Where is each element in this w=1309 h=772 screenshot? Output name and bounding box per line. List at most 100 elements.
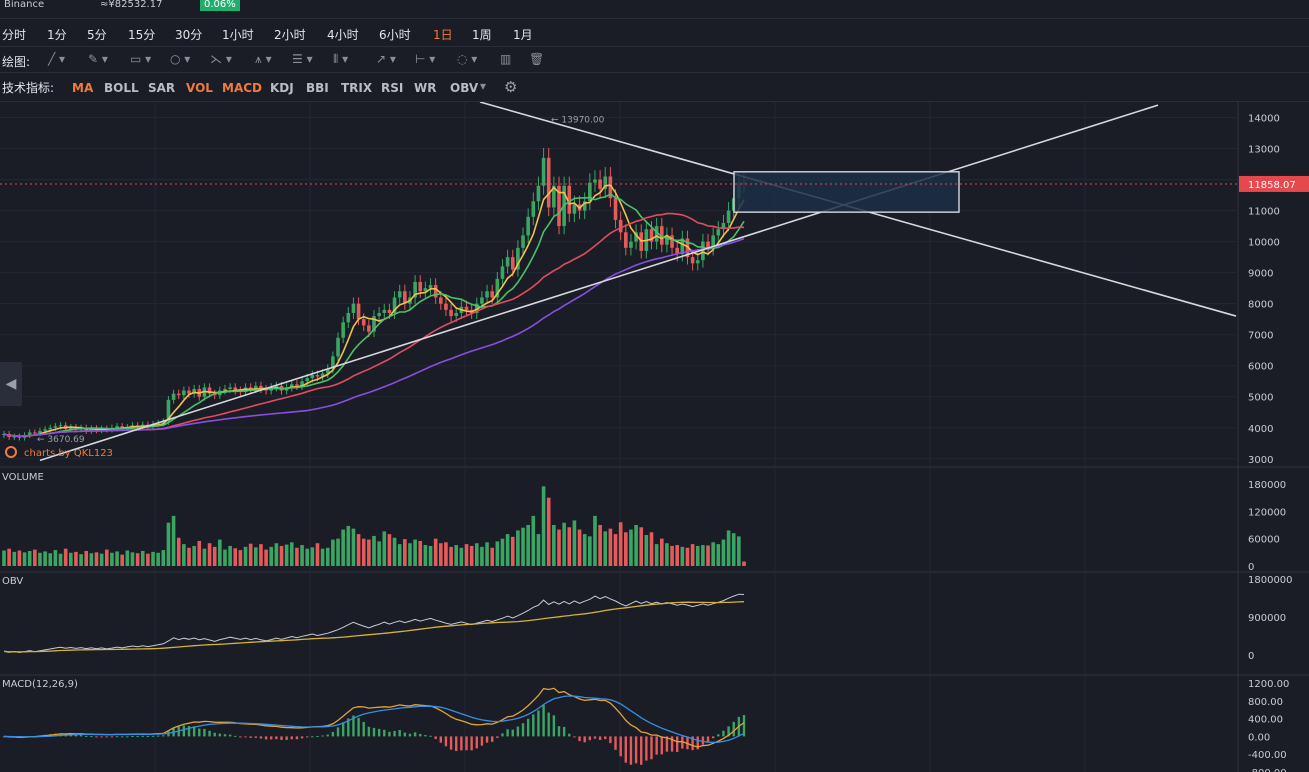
obv-tick-2: 0 (1248, 651, 1254, 662)
indicator-bbi[interactable]: BBI (306, 81, 329, 95)
macd-hist-84 (434, 736, 437, 740)
macd-hist-72 (372, 727, 376, 737)
channel-tool-icon[interactable]: ⦀ ▾ (333, 52, 349, 66)
volume-bar-64 (331, 539, 335, 566)
macd-hist-22 (115, 736, 119, 738)
macd-hist-103 (532, 714, 535, 737)
fib-tool-icon[interactable]: ☰ ▾ (292, 52, 313, 66)
arrow-tool-icon[interactable]: ↗ ▾ (376, 52, 396, 66)
rect-tool-icon[interactable]: ▭ ▾ (130, 52, 152, 66)
macd-hist-115 (593, 736, 597, 739)
indicator-kdj[interactable]: KDJ (270, 81, 294, 95)
caret-down-icon[interactable]: ▾ (480, 79, 487, 93)
gear-icon[interactable]: ⚙ (504, 78, 518, 96)
indicator-ma[interactable]: MA (72, 81, 94, 95)
period-6[interactable]: 2小时 (274, 28, 306, 42)
volume-bar-76 (392, 537, 397, 566)
candle-body-72 (372, 316, 376, 332)
volume-bar-117 (603, 531, 608, 566)
period-5[interactable]: 1小时 (222, 28, 254, 42)
line-tool-icon[interactable]: ╱ ▾ (48, 52, 66, 66)
macd-hist-92 (475, 736, 478, 749)
macd-hist-48 (249, 736, 252, 738)
macd-label: MACD(12,26,9) (2, 679, 78, 690)
period-0[interactable]: 分时 (2, 28, 27, 42)
macd-hist-117 (604, 736, 607, 740)
volume-bar-58 (300, 545, 304, 566)
candle-body-106 (546, 157, 551, 208)
period-7[interactable]: 4小时 (327, 28, 359, 42)
volume-bar-29 (151, 551, 155, 566)
indicator-rsi[interactable]: RSI (381, 81, 404, 95)
volume-bar-69 (356, 534, 361, 566)
volume-bar-11 (58, 553, 63, 566)
gann-tool-icon[interactable]: ⩚ ▾ (255, 52, 272, 66)
period-10[interactable]: 1周 (472, 28, 492, 42)
candle-body-103 (531, 201, 536, 217)
trash-icon[interactable]: 🗑 (529, 52, 545, 66)
volume-bar-108 (557, 529, 561, 566)
period-3[interactable]: 15分 (128, 28, 156, 42)
macd-hist-70 (362, 721, 365, 737)
macd-hist-77 (398, 730, 401, 737)
macd-hist-129 (665, 736, 669, 752)
period-4[interactable]: 30分 (175, 28, 203, 42)
volume-bar-63 (325, 547, 330, 566)
macd-hist-100 (516, 726, 520, 737)
macd-tick-5: -800.00 (1248, 768, 1287, 772)
period-11[interactable]: 1月 (513, 28, 533, 42)
candle-body-92 (474, 303, 479, 313)
period-2[interactable]: 5分 (87, 28, 107, 42)
volume-bar-107 (552, 525, 556, 566)
period-bar: 分时 1分 5分 15分 30分 1小时 2小时 4小时 6小时 1日 1周 1月 (0, 18, 1309, 47)
candle-body-36 (187, 390, 191, 394)
macd-hist-104 (537, 710, 540, 737)
candle-body-99 (510, 257, 515, 270)
indicator-wr[interactable]: WR (414, 81, 437, 95)
candle-body-121 (624, 232, 628, 248)
circle-tool-icon[interactable]: ○ ▾ (170, 52, 191, 66)
volume-bar-57 (295, 547, 299, 566)
period-9[interactable]: 1日 (433, 28, 453, 42)
indicator-vol[interactable]: VOL (186, 81, 213, 95)
candle-body-10 (53, 426, 58, 428)
measure-tool-icon[interactable]: ⊢ ▾ (415, 52, 436, 66)
pen-tool-icon[interactable]: ✎ ▾ (88, 52, 108, 66)
volume-bar-85 (439, 543, 443, 566)
period-1[interactable]: 1分 (47, 28, 67, 42)
macd-hist-54 (280, 736, 283, 740)
period-8[interactable]: 6小时 (379, 28, 411, 42)
macd-hist-83 (429, 735, 432, 737)
indicator-trix[interactable]: TRIX (341, 81, 373, 95)
chart-type-icon[interactable]: ▥ (500, 52, 512, 66)
indicator-macd[interactable]: MACD (222, 81, 262, 95)
macd-hist-124 (640, 736, 643, 765)
candle-body-64 (331, 356, 335, 369)
price-tick-6: 8000 (1248, 300, 1273, 311)
ticker-bar: Binance ≈¥82532.17 0.06% (0, 0, 1309, 18)
volume-bar-55 (284, 544, 289, 566)
macd-hist-114 (588, 736, 592, 741)
comment-tool-icon[interactable]: ◌ ▾ (457, 52, 478, 66)
fork-tool-icon[interactable]: ⋋ ▾ (210, 52, 232, 66)
macd-hist-107 (552, 715, 556, 737)
indicator-sar[interactable]: SAR (148, 81, 176, 95)
drawing-label: 绘图: (2, 55, 31, 69)
volume-bar-31 (161, 550, 166, 566)
volume-bar-52 (269, 546, 274, 566)
candle-body-83 (428, 285, 433, 289)
macd-hist-76 (393, 730, 396, 737)
indicator-obv[interactable]: OBV (450, 81, 479, 95)
volume-bar-105 (541, 486, 546, 566)
candle-body-43 (223, 388, 227, 391)
candle-body-73 (377, 312, 381, 317)
price-tick-5: 9000 (1248, 269, 1273, 280)
indicator-boll[interactable]: BOLL (104, 81, 139, 95)
collapse-left-icon[interactable]: ◀ (0, 362, 22, 406)
volume-tick-3: 0 (1248, 562, 1254, 573)
macd-hist-128 (660, 736, 663, 755)
volume-bar-22 (115, 551, 119, 566)
macd-tick-0: 1200.00 (1248, 679, 1289, 690)
macd-hist-19 (100, 736, 103, 738)
